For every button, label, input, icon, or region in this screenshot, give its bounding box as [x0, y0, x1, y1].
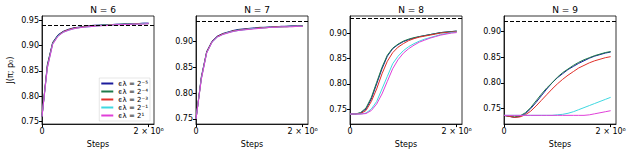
svg-text:0.95: 0.95: [21, 16, 39, 25]
svg-text:N = 8: N = 8: [398, 5, 424, 15]
svg-text:Steps: Steps: [395, 140, 417, 149]
svg-text:N = 7: N = 7: [244, 5, 270, 15]
svg-text:0.90: 0.90: [175, 37, 193, 46]
svg-text:ϵλ = 2⁻¹: ϵλ = 2⁻¹: [118, 104, 148, 112]
svg-text:0.85: 0.85: [175, 63, 193, 72]
svg-text:0: 0: [39, 127, 44, 136]
svg-text:N = 6: N = 6: [90, 5, 116, 15]
svg-text:ϵλ = 2⁻³: ϵλ = 2⁻³: [118, 96, 148, 104]
svg-text:ϵλ = 2⁻⁴: ϵλ = 2⁻⁴: [118, 88, 148, 96]
svg-text:Steps: Steps: [241, 140, 263, 149]
svg-text:0.90: 0.90: [483, 27, 501, 36]
svg-text:0.80: 0.80: [329, 79, 347, 88]
svg-text:0.85: 0.85: [483, 53, 501, 62]
svg-text:0.80: 0.80: [21, 92, 39, 101]
svg-text:2 × 10⁶: 2 × 10⁶: [134, 127, 164, 136]
svg-text:ϵλ = 2⁻⁵: ϵλ = 2⁻⁵: [118, 80, 148, 88]
svg-text:0.75: 0.75: [483, 104, 501, 113]
svg-text:0.90: 0.90: [21, 41, 39, 50]
svg-text:0.80: 0.80: [483, 78, 501, 87]
svg-text:0: 0: [193, 127, 198, 136]
svg-text:0.85: 0.85: [329, 54, 347, 63]
svg-text:Steps: Steps: [549, 140, 571, 149]
svg-text:0.75: 0.75: [175, 114, 193, 123]
svg-text:2 × 10⁶: 2 × 10⁶: [442, 127, 472, 136]
svg-text:0.90: 0.90: [329, 29, 347, 38]
svg-text:Steps: Steps: [87, 140, 109, 149]
svg-text:0.75: 0.75: [329, 105, 347, 114]
svg-text:0.85: 0.85: [21, 66, 39, 75]
svg-text:0.75: 0.75: [21, 117, 39, 126]
svg-text:N = 9: N = 9: [552, 5, 578, 15]
svg-text:0: 0: [347, 127, 352, 136]
svg-text:0: 0: [501, 127, 506, 136]
svg-text:2 × 10⁶: 2 × 10⁶: [596, 127, 626, 136]
svg-text:J(π; p₀): J(π; p₀): [6, 57, 15, 85]
svg-text:0.80: 0.80: [175, 89, 193, 98]
svg-text:2 × 10⁶: 2 × 10⁶: [288, 127, 318, 136]
svg-text:ϵλ = 2¹: ϵλ = 2¹: [118, 112, 144, 120]
